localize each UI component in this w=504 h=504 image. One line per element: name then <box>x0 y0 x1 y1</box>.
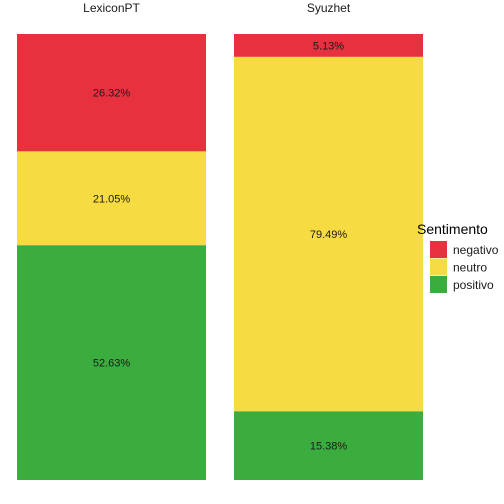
data-label-lexiconpt-positivo: 52.63% <box>93 358 131 370</box>
data-label-lexiconpt-neutro: 21.05% <box>93 193 131 205</box>
bar-segment-syuzhet-positivo <box>234 411 423 480</box>
data-label-lexiconpt-negativo: 26.32% <box>93 88 131 100</box>
bar-segment-syuzhet-neutro <box>234 56 423 412</box>
facet-syuzhet: Syuzhet 5.13% 79.49% 15.38% <box>234 1 423 480</box>
legend-swatch-negativo <box>430 241 447 258</box>
legend: Sentimento negativo neutro positivo <box>417 221 499 293</box>
legend-label-neutro: neutro <box>453 261 487 275</box>
data-label-syuzhet-neutro: 79.49% <box>310 229 348 241</box>
facet-lexiconpt: LexiconPT 26.32% 21.05% 52.63% <box>17 1 206 480</box>
chart-panels: LexiconPT 26.32% 21.05% 52.63% Syuzhet 5.13% 7… <box>17 1 423 480</box>
legend-swatch-positivo <box>430 276 447 293</box>
data-label-syuzhet-positivo: 15.38% <box>310 441 348 453</box>
legend-label-negativo: negativo <box>453 243 499 257</box>
data-label-syuzhet-negativo: 5.13% <box>313 40 344 52</box>
facet-label-lexiconpt: LexiconPT <box>83 1 140 15</box>
legend-swatch-neutro <box>430 258 447 276</box>
facet-label-syuzhet: Syuzhet <box>307 1 351 15</box>
bar-segment-lexiconpt-positivo <box>17 245 206 480</box>
legend-items: negativo neutro positivo <box>430 241 499 293</box>
bar-segment-syuzhet-negativo <box>234 34 423 57</box>
bar-segment-lexiconpt-neutro <box>17 151 206 246</box>
legend-label-positivo: positivo <box>453 278 494 292</box>
legend-title: Sentimento <box>417 221 488 237</box>
bar-segment-lexiconpt-negativo <box>17 34 206 152</box>
